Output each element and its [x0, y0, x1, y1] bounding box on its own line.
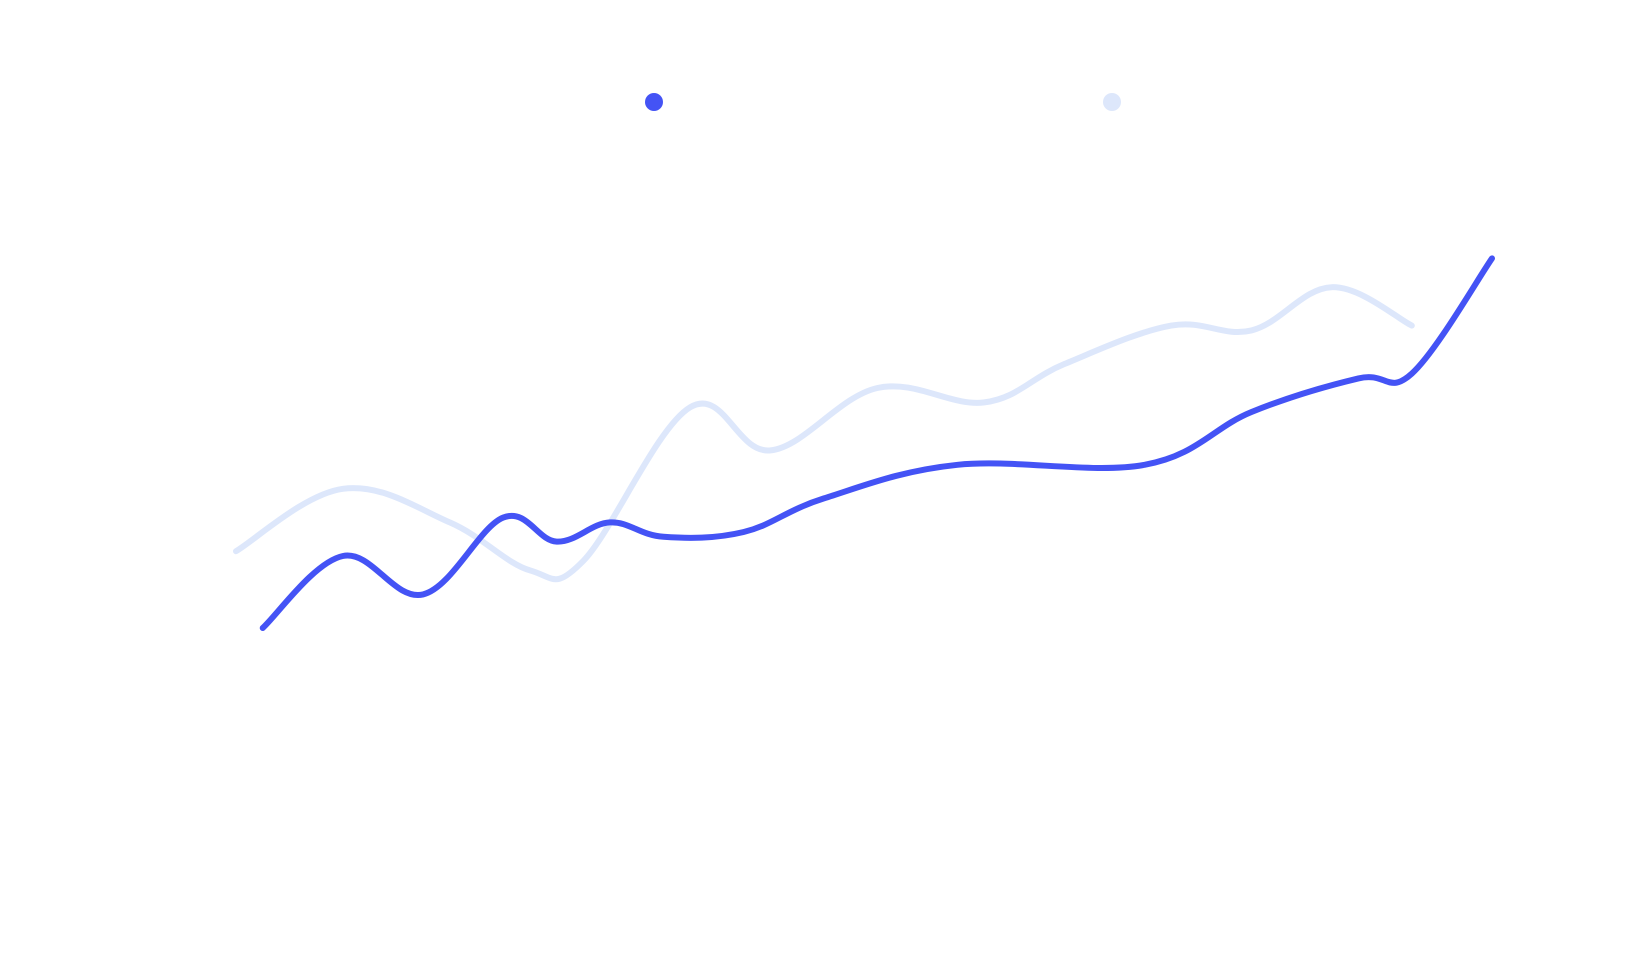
series-b-line [233, 284, 1415, 583]
legend [645, 93, 1121, 111]
legend-marker-a[interactable] [645, 93, 663, 111]
series-a-line [259, 255, 1495, 631]
series-lines [233, 255, 1495, 631]
legend-marker-b[interactable] [1103, 93, 1121, 111]
